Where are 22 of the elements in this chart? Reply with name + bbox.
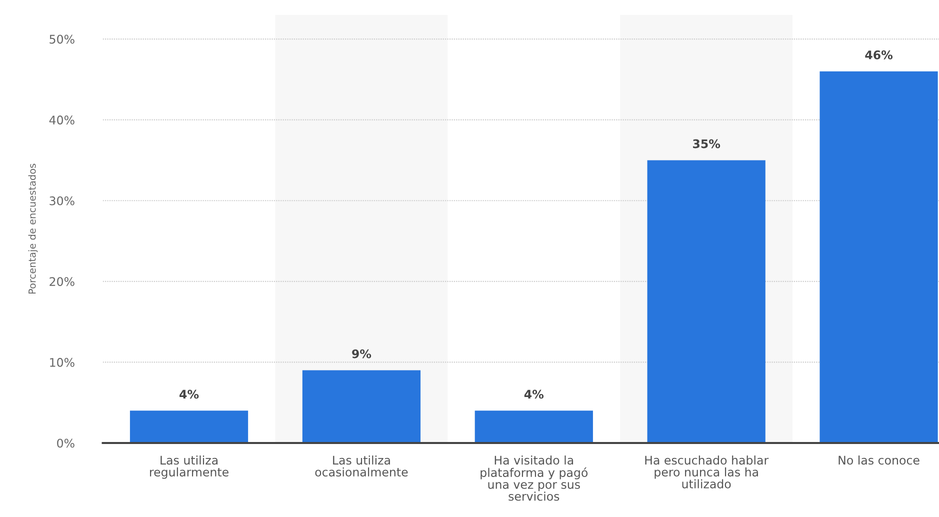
- x-tick-label: Las utiliza ocasionalmente: [315, 456, 408, 477]
- bar: [647, 160, 766, 443]
- y-tick-label: 50%: [50, 34, 74, 44]
- data-label: 4%: [524, 390, 544, 399]
- y-tick-label: 10%: [50, 358, 74, 367]
- data-label: 35%: [693, 139, 720, 148]
- data-label: 46%: [865, 50, 893, 60]
- data-label: 4%: [180, 390, 199, 399]
- bar: [302, 370, 421, 443]
- bar: [820, 71, 938, 443]
- y-tick-label: 40%: [49, 116, 74, 124]
- y-tick-label: 30%: [50, 196, 74, 206]
- y-tick-label: 0%: [57, 438, 74, 448]
- x-tick-label: No las conoce: [838, 456, 920, 465]
- y-axis-title: Porcentaje de encuestados: [28, 164, 38, 294]
- bar: [474, 410, 593, 443]
- x-tick-label: Las utiliza regularmente: [150, 456, 228, 479]
- x-tick-label: Ha visitado la plataforma y pagó una vez por sus servicios: [480, 456, 588, 501]
- data-label: 9%: [352, 349, 372, 358]
- x-tick-label: Ha escuchado hablar pero nunca las ha utilizado: [645, 456, 769, 488]
- y-tick-label: 20%: [50, 277, 74, 286]
- bar: [130, 410, 248, 443]
